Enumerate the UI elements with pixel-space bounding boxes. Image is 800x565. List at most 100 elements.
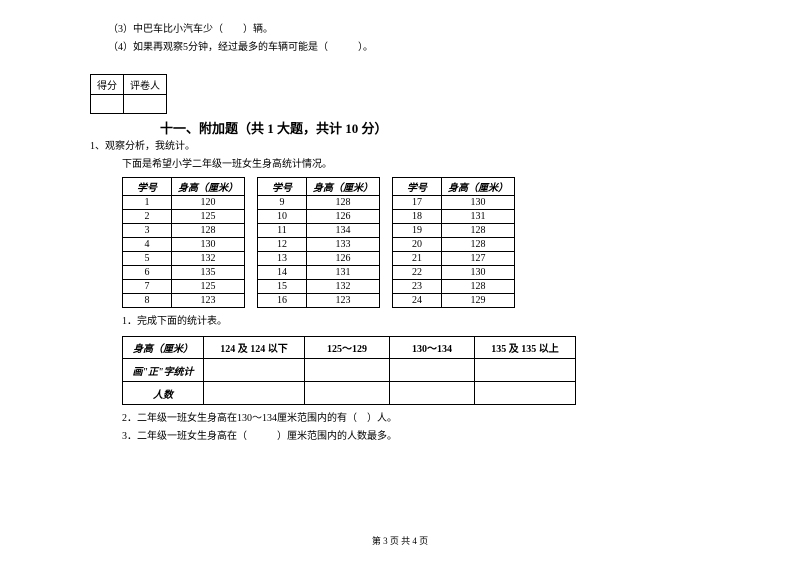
cell-h: 130 [442, 266, 515, 280]
table-row: 21127 [393, 252, 515, 266]
cell-id: 5 [123, 252, 172, 266]
table-row: 22130 [393, 266, 515, 280]
cell-h: 129 [442, 294, 515, 308]
table-row: 15132 [258, 280, 380, 294]
cell-id: 18 [393, 210, 442, 224]
table-row: 14131 [258, 266, 380, 280]
cell-h: 128 [172, 224, 245, 238]
cell-id: 24 [393, 294, 442, 308]
cell-id: 11 [258, 224, 307, 238]
page-content: （3）中巴车比小汽车少（ ）辆。 （4）如果再观察5分钟，经过最多的车辆可能是（… [0, 0, 800, 445]
cell-id: 2 [123, 210, 172, 224]
cell-h: 120 [172, 196, 245, 210]
summary-th: 125～129 [305, 337, 390, 359]
table-row: 5132 [123, 252, 245, 266]
problem-1: 1、观察分析，我统计。 [90, 139, 710, 155]
table-row: 17130 [393, 196, 515, 210]
cell-h: 130 [172, 238, 245, 252]
summary-row-tally: 画"正"字统计 [123, 359, 576, 382]
summary-row-label: 画"正"字统计 [123, 359, 204, 382]
summary-th: 124 及 124 以下 [204, 337, 305, 359]
cell-id: 15 [258, 280, 307, 294]
table-row: 4130 [123, 238, 245, 252]
table-row: 19128 [393, 224, 515, 238]
cell-h: 131 [442, 210, 515, 224]
cell-h: 128 [442, 280, 515, 294]
cell-h: 128 [442, 224, 515, 238]
cell-h: 130 [442, 196, 515, 210]
summary-row-label: 人数 [123, 382, 204, 405]
table-row: 24129 [393, 294, 515, 308]
cell-h: 134 [307, 224, 380, 238]
table-row: 18131 [393, 210, 515, 224]
sub-question-2: 2．二年级一班女生身高在130～134厘米范围内的有（ ）人。 [122, 411, 710, 427]
cell-id: 7 [123, 280, 172, 294]
table-row: 12133 [258, 238, 380, 252]
summary-header-row: 身高（厘米） 124 及 124 以下 125～129 130～134 135 … [123, 337, 576, 359]
cell-id: 22 [393, 266, 442, 280]
height-data-tables: 学号身高（厘米） 1120 2125 3128 4130 5132 6135 7… [122, 177, 710, 308]
score-header-1: 得分 [91, 75, 124, 95]
summary-th: 130～134 [390, 337, 475, 359]
cell-h: 128 [307, 196, 380, 210]
summary-th: 身高（厘米） [123, 337, 204, 359]
cell-id: 16 [258, 294, 307, 308]
cell-id: 17 [393, 196, 442, 210]
table-row: 11134 [258, 224, 380, 238]
table-row: 13126 [258, 252, 380, 266]
table-row: 9128 [258, 196, 380, 210]
cell-h: 127 [442, 252, 515, 266]
sub-question-1: 1．完成下面的统计表。 [122, 314, 710, 330]
cell-id: 19 [393, 224, 442, 238]
th-height: 身高（厘米） [442, 178, 515, 196]
cell-h: 125 [172, 210, 245, 224]
question-3: （3）中巴车比小汽车少（ ）辆。 [108, 22, 710, 38]
summary-cell [475, 382, 576, 405]
th-id: 学号 [393, 178, 442, 196]
data-table-2: 学号身高（厘米） 9128 10126 11134 12133 13126 14… [257, 177, 380, 308]
th-id: 学号 [123, 178, 172, 196]
table-row: 23128 [393, 280, 515, 294]
summary-cell [305, 382, 390, 405]
cell-id: 9 [258, 196, 307, 210]
table-row: 7125 [123, 280, 245, 294]
table-row: 8123 [123, 294, 245, 308]
cell-id: 10 [258, 210, 307, 224]
score-header-2: 评卷人 [124, 75, 167, 95]
question-4: （4）如果再观察5分钟，经过最多的车辆可能是（ ）。 [108, 40, 710, 56]
problem-1-desc: 下面是希望小学二年级一班女生身高统计情况。 [122, 157, 710, 173]
table-row: 2125 [123, 210, 245, 224]
th-height: 身高（厘米） [307, 178, 380, 196]
cell-h: 128 [442, 238, 515, 252]
cell-id: 1 [123, 196, 172, 210]
score-section: 得分 评卷人 [90, 74, 710, 114]
summary-th: 135 及 135 以上 [475, 337, 576, 359]
cell-h: 133 [307, 238, 380, 252]
cell-id: 13 [258, 252, 307, 266]
summary-cell [204, 382, 305, 405]
cell-id: 3 [123, 224, 172, 238]
cell-id: 12 [258, 238, 307, 252]
table-row: 6135 [123, 266, 245, 280]
cell-id: 20 [393, 238, 442, 252]
section-title: 十一、附加题（共 1 大题，共计 10 分） [160, 118, 710, 137]
summary-cell [390, 382, 475, 405]
score-table: 得分 评卷人 [90, 74, 167, 114]
score-cell-1 [91, 95, 124, 114]
cell-h: 123 [307, 294, 380, 308]
th-id: 学号 [258, 178, 307, 196]
cell-h: 132 [307, 280, 380, 294]
summary-cell [390, 359, 475, 382]
cell-h: 123 [172, 294, 245, 308]
summary-cell [204, 359, 305, 382]
cell-id: 4 [123, 238, 172, 252]
cell-id: 6 [123, 266, 172, 280]
table-row: 16123 [258, 294, 380, 308]
cell-h: 131 [307, 266, 380, 280]
summary-cell [475, 359, 576, 382]
cell-id: 14 [258, 266, 307, 280]
cell-id: 8 [123, 294, 172, 308]
table-row: 3128 [123, 224, 245, 238]
cell-id: 23 [393, 280, 442, 294]
table-row: 1120 [123, 196, 245, 210]
